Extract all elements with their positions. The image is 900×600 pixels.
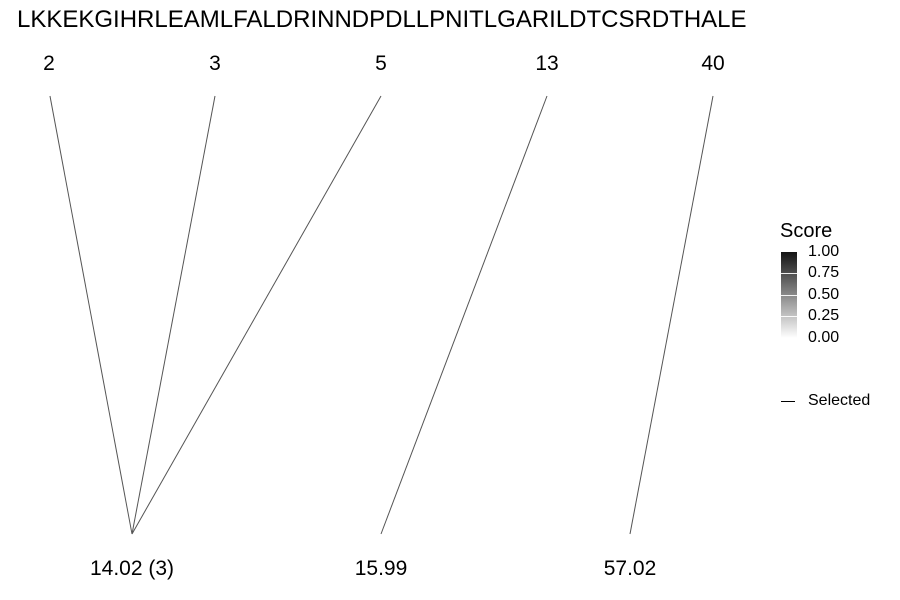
- colorbar-tick-label: 0.00: [808, 329, 840, 346]
- top-label-4: 13: [535, 52, 559, 75]
- selected-line-key: [781, 401, 795, 402]
- bottom-label-3: 57.02: [603, 557, 657, 580]
- colorbar-tick-label: 1.00: [808, 243, 840, 260]
- colorbar-tick-label: 0.50: [808, 286, 840, 303]
- colorbar-tick-label: 0.25: [808, 307, 840, 324]
- top-label-5: 40: [701, 52, 725, 75]
- colorbar-tick-label: 0.75: [808, 264, 840, 281]
- selected-legend-label: Selected: [808, 392, 871, 409]
- peptide-sequence: LKKEKGIHRLEAMLFALDRINNDPDLLPNITLGARILDTC…: [17, 6, 747, 33]
- top-label-3: 5: [375, 52, 387, 75]
- colorbar-tick-mark: [781, 295, 797, 296]
- link-2-to-14-02: [49, 95, 133, 535]
- colorbar-tick-mark: [781, 273, 797, 274]
- legend-title: Score: [780, 220, 833, 242]
- top-label-2: 3: [209, 52, 221, 75]
- colorbar-tick-mark: [781, 316, 797, 317]
- bottom-label-1: 14.02 (3): [89, 557, 175, 580]
- top-label-1: 2: [43, 52, 55, 75]
- link-13-to-15-99: [380, 95, 548, 535]
- bottom-label-2: 15.99: [354, 557, 408, 580]
- link-3-to-14-02: [131, 95, 216, 535]
- link-5-to-14-02: [131, 95, 382, 535]
- link-40-to-57-02: [629, 95, 714, 535]
